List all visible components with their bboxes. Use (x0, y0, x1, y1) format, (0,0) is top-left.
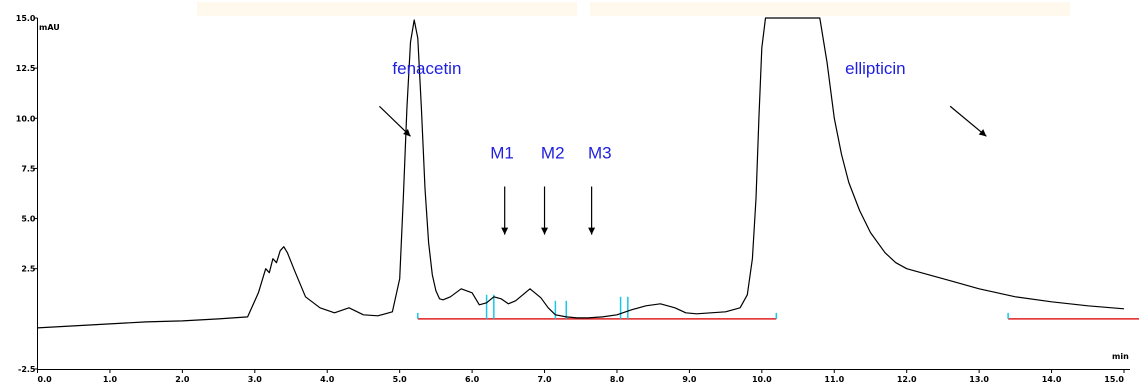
x-tick-label: 9.0 (682, 375, 697, 383)
annotation-label-ellipticin: ellipticin (845, 59, 905, 78)
x-tick-label: 11.0 (824, 375, 844, 383)
annotation-ellipticin: ellipticin (845, 59, 987, 137)
series-line (37, 17, 1125, 329)
annotation-arrowhead-m3 (588, 227, 596, 235)
x-tick-label: 3.0 (248, 375, 263, 383)
series-layer (37, 17, 1125, 329)
x-tick-label: 1.0 (103, 375, 118, 383)
annotation-label-fenacetin: fenacetin (392, 59, 461, 78)
y-tick-label: 10.0 (16, 114, 36, 123)
x-tick-label: 8.0 (610, 375, 625, 383)
boundary-markers (417, 294, 1009, 319)
top-band-right (590, 2, 1070, 16)
annotations: fenacetin M1 M2 M3 ellipticin (378, 59, 987, 235)
y-tick-label: 12.5 (16, 64, 36, 73)
annotation-arrowhead-m2 (541, 227, 549, 235)
x-tick-label: 15.0 (1104, 375, 1124, 383)
annotation-label-m2: M2 (541, 143, 565, 162)
y-tick-label: 2.5 (21, 265, 36, 274)
y-tick-label: 15.0 (16, 14, 36, 23)
y-unit-label: mAU (39, 23, 60, 32)
annotation-arrowhead-ellipticin (978, 129, 987, 137)
y-ticks: -2.5 2.5 5.0 7.5 10.0 12.5 15.0 (16, 14, 38, 374)
annotation-arrow-ellipticin (949, 105, 987, 137)
x-tick-label: 14.0 (1042, 375, 1062, 383)
x-ticks: 0.0 1.0 2.0 3.0 4.0 5.0 6.0 7.0 8.0 9.0 10.0 11.0 12… (37, 369, 1125, 383)
x-tick-label: 2.0 (175, 375, 190, 383)
annotation-arrowhead-fenacetin (403, 128, 411, 137)
annotation-arrowhead-m1 (501, 227, 509, 235)
y-tick-label: -2.5 (18, 365, 36, 374)
top-band-left (197, 2, 577, 16)
annotation-m2: M2 (541, 143, 565, 235)
y-tick-label: 5.0 (21, 215, 36, 224)
x-tick-label: 10.0 (752, 375, 772, 383)
annotation-m1: M1 (490, 143, 514, 235)
x-tick-label: 0.0 (38, 375, 53, 383)
x-tick-label: 7.0 (537, 375, 552, 383)
x-tick-label: 5.0 (393, 375, 408, 383)
annotation-label-m3: M3 (588, 143, 612, 162)
annotation-fenacetin: fenacetin (378, 59, 461, 137)
x-unit-label: min (1112, 352, 1129, 361)
x-tick-label: 6.0 (465, 375, 480, 383)
y-tick-label: 7.5 (21, 164, 36, 173)
annotation-arrow-fenacetin (378, 105, 411, 137)
annotation-label-m1: M1 (490, 143, 514, 162)
annotation-m3: M3 (588, 143, 612, 235)
x-tick-label: 12.0 (897, 375, 917, 383)
x-tick-label: 4.0 (320, 375, 335, 383)
x-tick-label: 13.0 (969, 375, 989, 383)
